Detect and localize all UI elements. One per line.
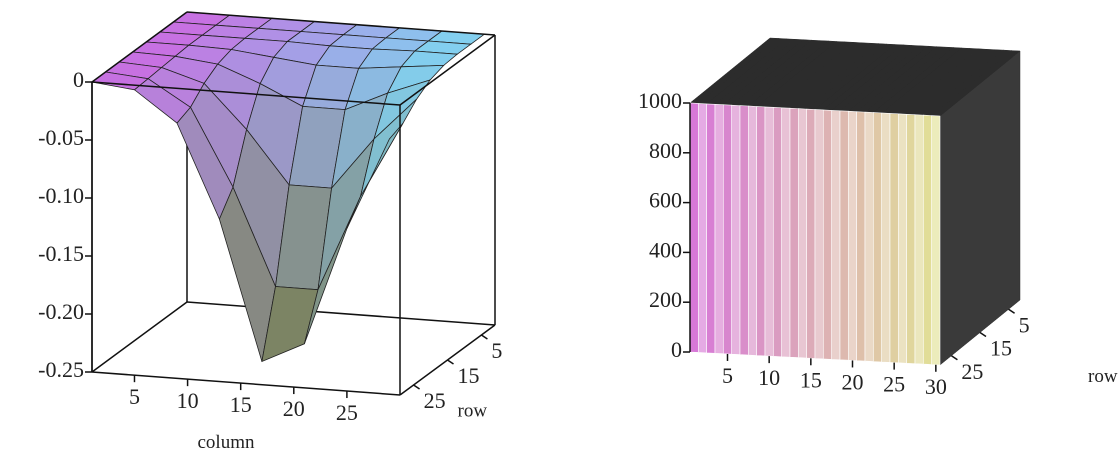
box-edge <box>91 301 188 373</box>
bar-front <box>797 108 808 359</box>
bar-front <box>789 107 799 358</box>
z-tick-label: 0 <box>671 337 682 362</box>
bar-front <box>872 112 883 363</box>
bar-front <box>839 110 849 361</box>
bar-front <box>906 113 916 365</box>
x-axis-label: column <box>198 432 255 453</box>
x-tick-label: 15 <box>230 392 252 417</box>
x-tick-label: 10 <box>758 365 780 390</box>
bar-front <box>864 111 874 362</box>
bar-front <box>722 104 733 355</box>
z-tick-label: -0.10 <box>38 183 84 208</box>
x-tick-label: 30 <box>925 374 947 399</box>
bar-front <box>847 110 858 362</box>
z-tick-label: 0 <box>73 67 84 92</box>
x-tick-label: 25 <box>336 400 358 425</box>
bar-front <box>914 114 924 365</box>
x-tick-label: 10 <box>177 388 199 413</box>
x-tick-label: 25 <box>883 372 905 397</box>
bar-front <box>689 102 699 353</box>
z-tick-label: 400 <box>649 237 682 262</box>
y-tick <box>413 384 420 390</box>
box-edge <box>186 11 496 36</box>
y-tick <box>447 359 454 365</box>
z-tick-label: -0.20 <box>38 299 84 324</box>
y-tick-label: 5 <box>1019 312 1030 337</box>
y-tick-label: 15 <box>458 363 480 388</box>
bar-front <box>714 103 724 355</box>
z-tick-label: 200 <box>649 287 682 312</box>
bar-front <box>806 108 816 359</box>
x-tick-label: 20 <box>283 396 305 421</box>
box-edge <box>186 301 496 326</box>
bar-front <box>706 103 716 354</box>
bar-front <box>881 112 891 363</box>
y-axis-label: row <box>458 400 488 421</box>
bar-front <box>831 110 841 361</box>
bar-front <box>747 105 758 356</box>
y-tick <box>481 334 488 340</box>
bar-front <box>889 113 899 364</box>
y-axis-label: row <box>1088 366 1118 387</box>
z-tick-label: -0.25 <box>38 357 84 382</box>
y-tick-label: 25 <box>961 359 983 384</box>
box-edge <box>91 81 401 106</box>
z-tick-label: 800 <box>649 138 682 163</box>
box-edge <box>91 371 401 396</box>
bar-front <box>922 114 933 365</box>
z-tick-label: 600 <box>649 188 682 213</box>
y-tick-label: 15 <box>990 336 1012 361</box>
y-tick <box>979 331 987 338</box>
bar-front <box>781 107 791 358</box>
y-tick <box>1008 308 1015 314</box>
bar-front <box>756 106 766 357</box>
y-tick-label: 5 <box>491 338 502 363</box>
box-edge <box>399 34 496 106</box>
bar-front <box>697 103 708 354</box>
bar-front <box>772 106 783 358</box>
bar-front <box>897 113 908 364</box>
box-edge <box>91 11 188 83</box>
surface-cell <box>346 122 404 229</box>
bar-front <box>764 106 774 357</box>
bar-front <box>931 115 941 366</box>
bar-front <box>739 105 749 356</box>
z-tick-label: 1000 <box>638 88 682 113</box>
x-tick-label: 5 <box>129 384 140 409</box>
x-tick-label: 5 <box>722 363 733 388</box>
y-tick <box>951 355 958 361</box>
bar-front <box>822 109 833 360</box>
bar-front <box>731 104 741 355</box>
x-tick-label: 15 <box>800 367 822 392</box>
z-tick-label: -0.05 <box>38 125 84 150</box>
y-tick-label: 25 <box>424 388 446 413</box>
x-tick-label: 20 <box>842 369 864 394</box>
bar-front <box>814 109 824 360</box>
bar-front <box>856 111 866 362</box>
z-tick-label: -0.15 <box>38 241 84 266</box>
